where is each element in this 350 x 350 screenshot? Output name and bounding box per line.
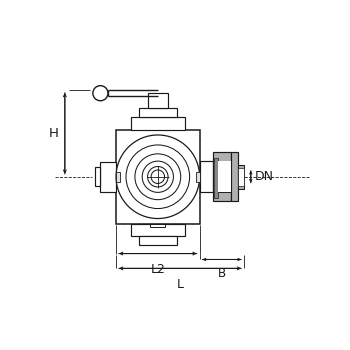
Text: DN: DN bbox=[255, 170, 274, 183]
Text: B: B bbox=[218, 267, 226, 280]
Bar bbox=[213, 161, 231, 192]
Bar bbox=[150, 224, 165, 227]
Circle shape bbox=[148, 167, 168, 187]
Circle shape bbox=[151, 170, 164, 183]
Bar bbox=[238, 164, 244, 189]
Bar bbox=[95, 167, 100, 186]
Bar bbox=[213, 153, 231, 201]
Bar bbox=[131, 224, 185, 236]
Bar bbox=[116, 130, 200, 224]
Circle shape bbox=[126, 145, 190, 209]
Bar bbox=[231, 153, 238, 201]
Bar bbox=[199, 161, 213, 192]
Text: L: L bbox=[176, 278, 183, 291]
Text: L2: L2 bbox=[150, 263, 165, 276]
Bar bbox=[215, 158, 218, 198]
Bar bbox=[100, 162, 116, 191]
Bar bbox=[116, 172, 120, 182]
Bar bbox=[139, 108, 177, 118]
Bar bbox=[218, 161, 231, 192]
Circle shape bbox=[93, 86, 108, 101]
Bar bbox=[196, 172, 199, 182]
Bar bbox=[148, 93, 168, 108]
Circle shape bbox=[135, 154, 181, 199]
Circle shape bbox=[142, 161, 174, 192]
Bar bbox=[139, 236, 177, 245]
Bar bbox=[238, 168, 244, 186]
Text: H: H bbox=[49, 127, 59, 140]
Bar bbox=[131, 118, 185, 130]
Circle shape bbox=[116, 135, 200, 218]
